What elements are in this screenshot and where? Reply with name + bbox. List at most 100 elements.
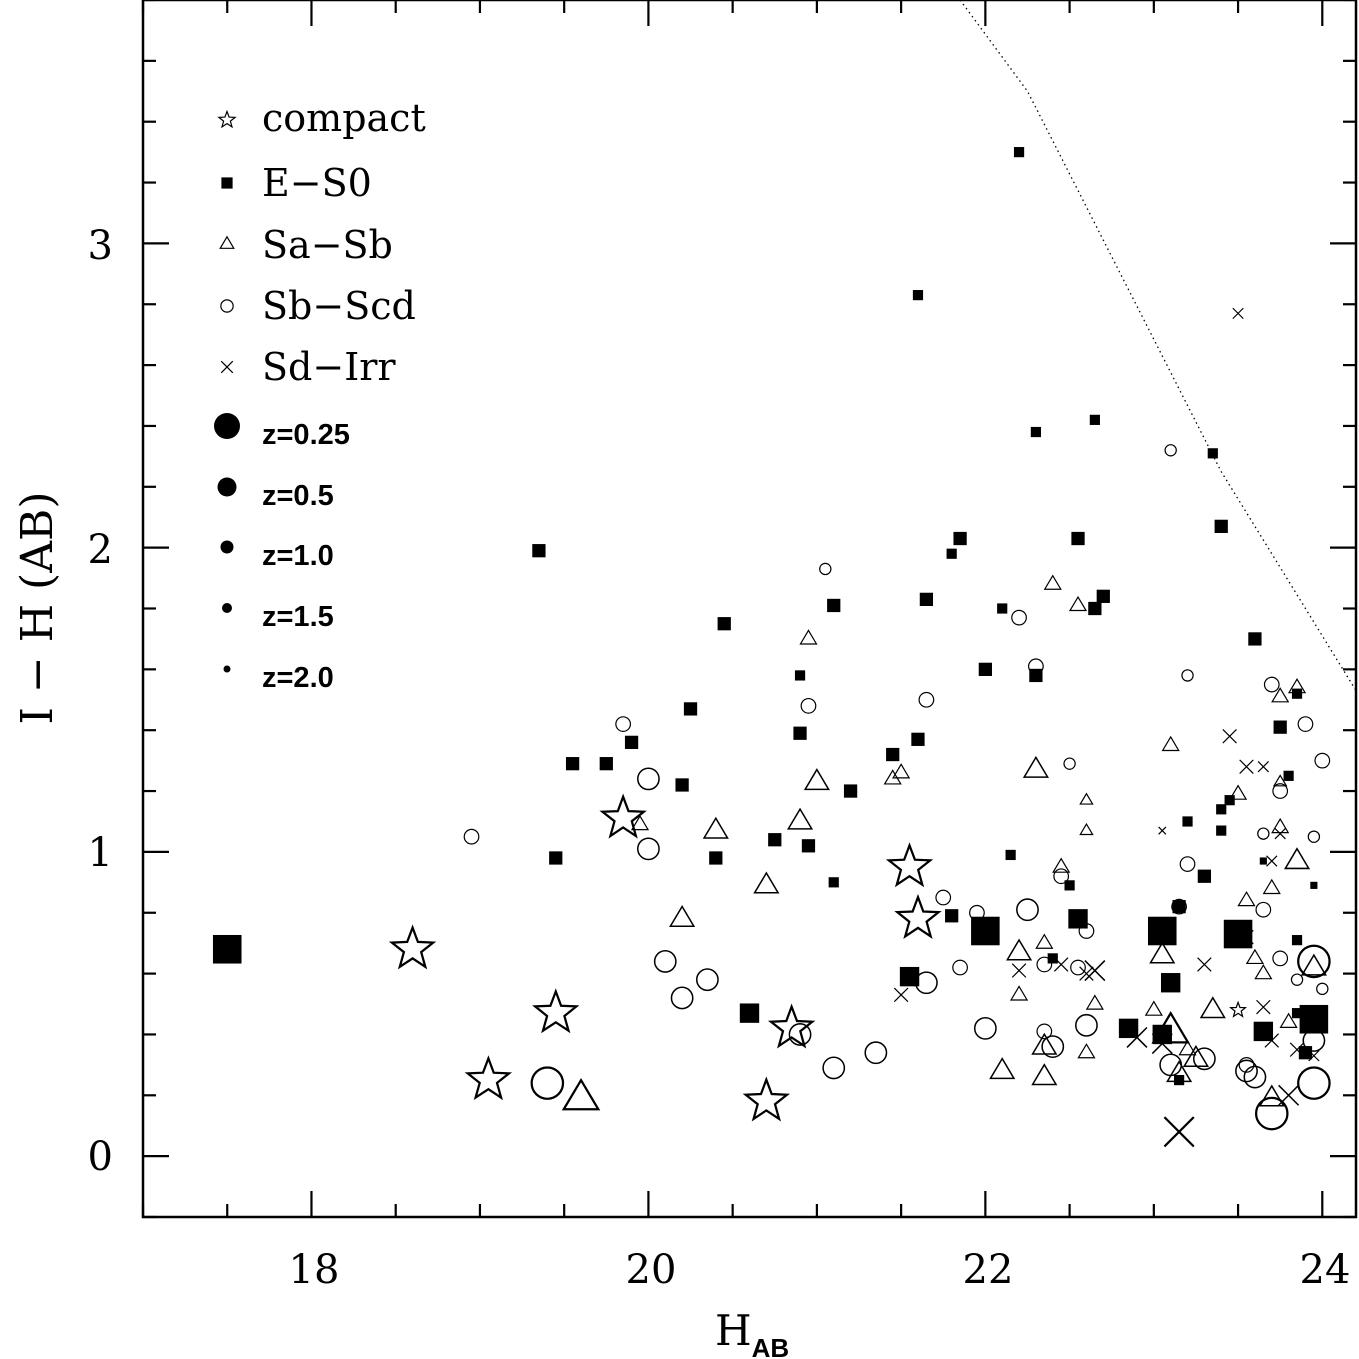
point-sa-sb-33 xyxy=(1262,878,1281,895)
point-e-s0-56 xyxy=(1174,1074,1185,1086)
point-sb-scd-16 xyxy=(1075,1013,1098,1037)
point-e-s0-17 xyxy=(675,778,689,792)
point-e-s0-34 xyxy=(1088,601,1102,616)
point-sb-scd-43 xyxy=(1255,901,1272,918)
point-sb-scd-11 xyxy=(864,1041,888,1065)
point-sb-scd-19 xyxy=(1235,1059,1258,1083)
point-sa-sb-28 xyxy=(1077,1043,1096,1059)
point-sb-scd-40 xyxy=(1297,716,1314,732)
point-sb-scd-51 xyxy=(1290,973,1304,986)
point-e-s0-15 xyxy=(599,757,613,771)
point-sa-sb-15 xyxy=(1149,941,1176,964)
point-sb-scd-38 xyxy=(1263,676,1280,693)
point-e-s0-30 xyxy=(978,662,992,676)
point-sd-irr-20 xyxy=(1308,1050,1320,1062)
point-sd-irr-2 xyxy=(1084,960,1106,982)
point-e-s0-49 xyxy=(1013,147,1025,158)
point-sb-scd-25 xyxy=(918,691,935,708)
y-tick-label-0: 0 xyxy=(88,1134,113,1180)
legend-marker-sb-scd xyxy=(220,299,234,313)
point-sd-irr-10 xyxy=(1239,759,1254,774)
point-sa-sb-1 xyxy=(1151,1011,1190,1044)
point-compact-7 xyxy=(894,893,942,940)
point-sd-irr-14 xyxy=(1239,929,1254,945)
point-sb-scd-42 xyxy=(1238,1056,1255,1073)
point-sa-sb-4 xyxy=(753,871,780,894)
point-sa-sb-18 xyxy=(1283,847,1311,870)
point-sb-scd-18 xyxy=(1192,1047,1216,1071)
point-e-s0-54 xyxy=(1224,795,1235,806)
point-e-s0-45 xyxy=(946,548,957,559)
point-e-s0-20 xyxy=(717,617,731,631)
point-sa-sb-9 xyxy=(1022,755,1049,778)
point-sb-scd-9 xyxy=(788,1023,812,1046)
point-sa-sb-19 xyxy=(630,814,650,831)
point-sa-sb-10 xyxy=(1005,938,1033,961)
point-sb-scd-14 xyxy=(1016,898,1039,922)
point-sb-scd-41 xyxy=(1314,752,1331,769)
legend-label-compact: compact xyxy=(262,96,426,140)
point-sa-sb-36 xyxy=(1287,677,1307,694)
point-sa-sb-27 xyxy=(1085,994,1104,1010)
point-e-s0-5 xyxy=(739,1003,760,1023)
point-sb-scd-5 xyxy=(670,986,694,1010)
point-sb-scd-17 xyxy=(1159,1053,1183,1077)
point-sb-scd-49 xyxy=(1257,827,1270,840)
point-sd-irr-16 xyxy=(1232,307,1244,320)
point-sa-sb-42 xyxy=(1079,822,1094,836)
point-sa-sb-29 xyxy=(1161,735,1180,752)
point-sb-scd-47 xyxy=(1181,669,1194,682)
x-tick-label-24: 24 xyxy=(1300,1247,1351,1293)
point-e-s0-60 xyxy=(1064,880,1075,891)
point-e-s0-22 xyxy=(793,726,807,740)
point-e-s0-1 xyxy=(971,916,1000,946)
point-sb-scd-0 xyxy=(530,1066,565,1100)
point-sb-scd-20 xyxy=(1243,1065,1267,1089)
point-e-s0-51 xyxy=(1207,448,1218,459)
point-sa-sb-35 xyxy=(1271,687,1290,703)
point-e-s0-23 xyxy=(801,839,816,853)
point-compact-3 xyxy=(599,793,647,839)
point-sb-scd-1 xyxy=(1254,1096,1289,1131)
point-sd-irr-9 xyxy=(1222,729,1237,744)
point-e-s0-33 xyxy=(1096,589,1110,603)
point-e-s0-43 xyxy=(828,877,839,888)
legend-marker-z-0-5 xyxy=(217,477,237,497)
point-e-s0-61 xyxy=(1047,953,1058,964)
point-sa-sb-0 xyxy=(561,1077,601,1111)
point-e-s0-3 xyxy=(1223,919,1253,949)
point-sb-scd-7 xyxy=(637,837,660,861)
y-axis-label: I − H (AB) xyxy=(12,491,63,724)
point-e-s0-41 xyxy=(945,909,959,923)
point-e-s0-44 xyxy=(912,290,924,301)
point-sb-scd-48 xyxy=(1063,757,1076,770)
point-sd-irr-21 xyxy=(1158,826,1167,835)
point-compact-8 xyxy=(1229,1000,1248,1018)
x-tick-label-18: 18 xyxy=(289,1247,340,1293)
y-tick-label-1: 1 xyxy=(88,830,113,876)
point-sd-irr-12 xyxy=(1264,1033,1280,1048)
legend: compact E−S0 Sa−Sb Sb−Scd Sd−Irr z=0.25 … xyxy=(214,96,426,694)
point-sb-scd-21 xyxy=(1302,1029,1326,1052)
point-sa-sb-25 xyxy=(1035,933,1054,949)
point-sb-scd-26 xyxy=(935,889,952,906)
x-tick-label-20: 20 xyxy=(626,1247,677,1293)
point-sb-scd-12 xyxy=(914,971,938,995)
point-sd-irr-7 xyxy=(1053,957,1069,972)
point-e-s0-27 xyxy=(911,732,925,746)
point-sb-scd-22 xyxy=(463,828,480,845)
point-sd-irr-1 xyxy=(1278,1084,1300,1106)
point-e-s0-55 xyxy=(1216,825,1227,836)
point-sa-sb-26 xyxy=(1052,857,1071,873)
point-e-s0-42 xyxy=(794,670,806,681)
point-sd-irr-4 xyxy=(1151,1033,1173,1055)
point-sa-sb-34 xyxy=(1271,817,1290,834)
point-sa-sb-23 xyxy=(1043,574,1062,590)
point-sb-scd-3 xyxy=(1297,944,1331,979)
point-sd-irr-0 xyxy=(1163,1116,1195,1148)
point-e-s0-12 xyxy=(532,544,546,558)
point-sb-scd-52 xyxy=(1316,982,1329,996)
point-sa-sb-21 xyxy=(883,769,902,785)
point-compact-0 xyxy=(388,924,437,970)
